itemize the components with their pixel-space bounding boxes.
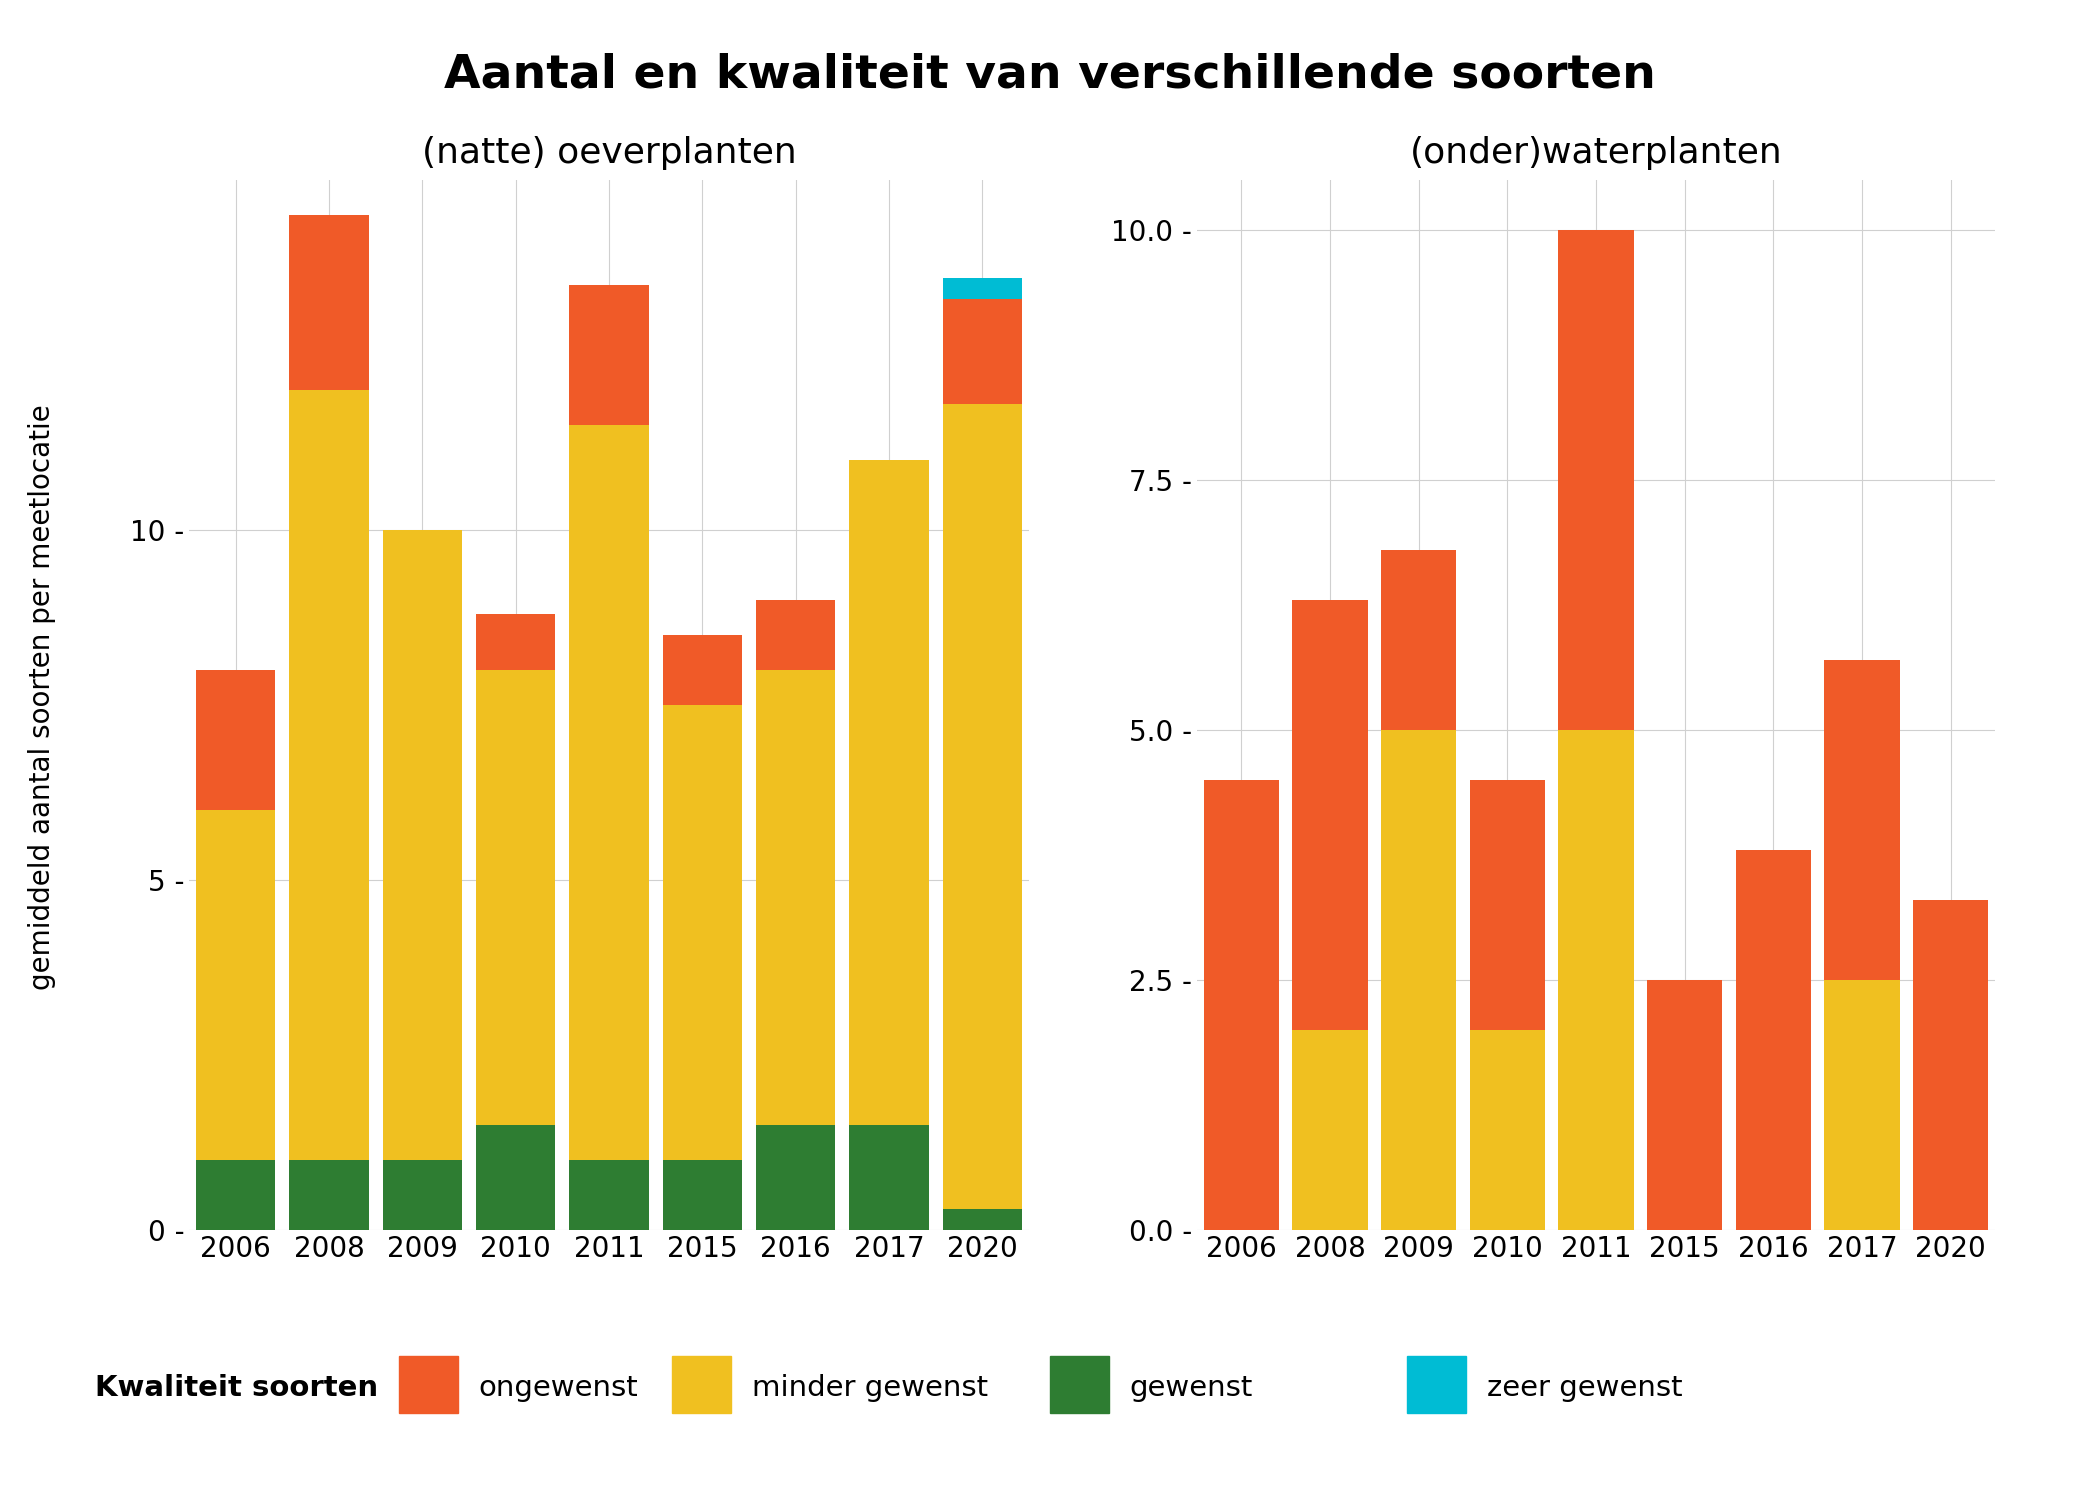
Bar: [1646, 980, 1722, 1230]
Title: (onder)waterplanten: (onder)waterplanten: [1409, 136, 1783, 171]
Text: ongewenst: ongewenst: [479, 1374, 638, 1401]
Bar: [756, 600, 836, 670]
Bar: [290, 390, 370, 1160]
Bar: [943, 278, 1023, 298]
Bar: [382, 530, 462, 1160]
Bar: [290, 1160, 370, 1230]
Bar: [1292, 600, 1367, 1030]
Bar: [664, 634, 741, 705]
Bar: [848, 460, 928, 1125]
Bar: [569, 1160, 649, 1230]
Bar: [756, 670, 836, 1125]
Bar: [569, 285, 649, 424]
Bar: [1382, 550, 1455, 730]
Text: Kwaliteit soorten: Kwaliteit soorten: [94, 1374, 378, 1401]
Bar: [1825, 980, 1901, 1230]
Bar: [1203, 780, 1279, 1230]
Bar: [195, 670, 275, 810]
Bar: [477, 1125, 554, 1230]
Text: gemiddeld aantal soorten per meetlocatie: gemiddeld aantal soorten per meetlocatie: [27, 405, 57, 990]
Text: gewenst: gewenst: [1130, 1374, 1254, 1401]
Bar: [477, 670, 554, 1125]
Bar: [943, 404, 1023, 1209]
Bar: [569, 424, 649, 1160]
Bar: [477, 614, 554, 670]
Bar: [1558, 230, 1634, 730]
Bar: [382, 1160, 462, 1230]
Bar: [195, 810, 275, 1160]
Bar: [943, 1209, 1023, 1230]
Bar: [1558, 730, 1634, 1230]
Text: zeer gewenst: zeer gewenst: [1487, 1374, 1682, 1401]
Bar: [1292, 1030, 1367, 1230]
Bar: [290, 214, 370, 390]
Bar: [1382, 730, 1455, 1230]
Bar: [664, 1160, 741, 1230]
Bar: [664, 705, 741, 1160]
Bar: [943, 298, 1023, 404]
Bar: [1825, 660, 1901, 980]
Title: (natte) oeverplanten: (natte) oeverplanten: [422, 136, 796, 171]
Bar: [195, 1160, 275, 1230]
Bar: [1735, 850, 1810, 1230]
Bar: [1913, 900, 1989, 1230]
Bar: [848, 1125, 928, 1230]
Bar: [756, 1125, 836, 1230]
Bar: [1470, 1030, 1546, 1230]
Text: Aantal en kwaliteit van verschillende soorten: Aantal en kwaliteit van verschillende so…: [443, 53, 1657, 98]
Bar: [1470, 780, 1546, 1030]
Text: minder gewenst: minder gewenst: [752, 1374, 987, 1401]
